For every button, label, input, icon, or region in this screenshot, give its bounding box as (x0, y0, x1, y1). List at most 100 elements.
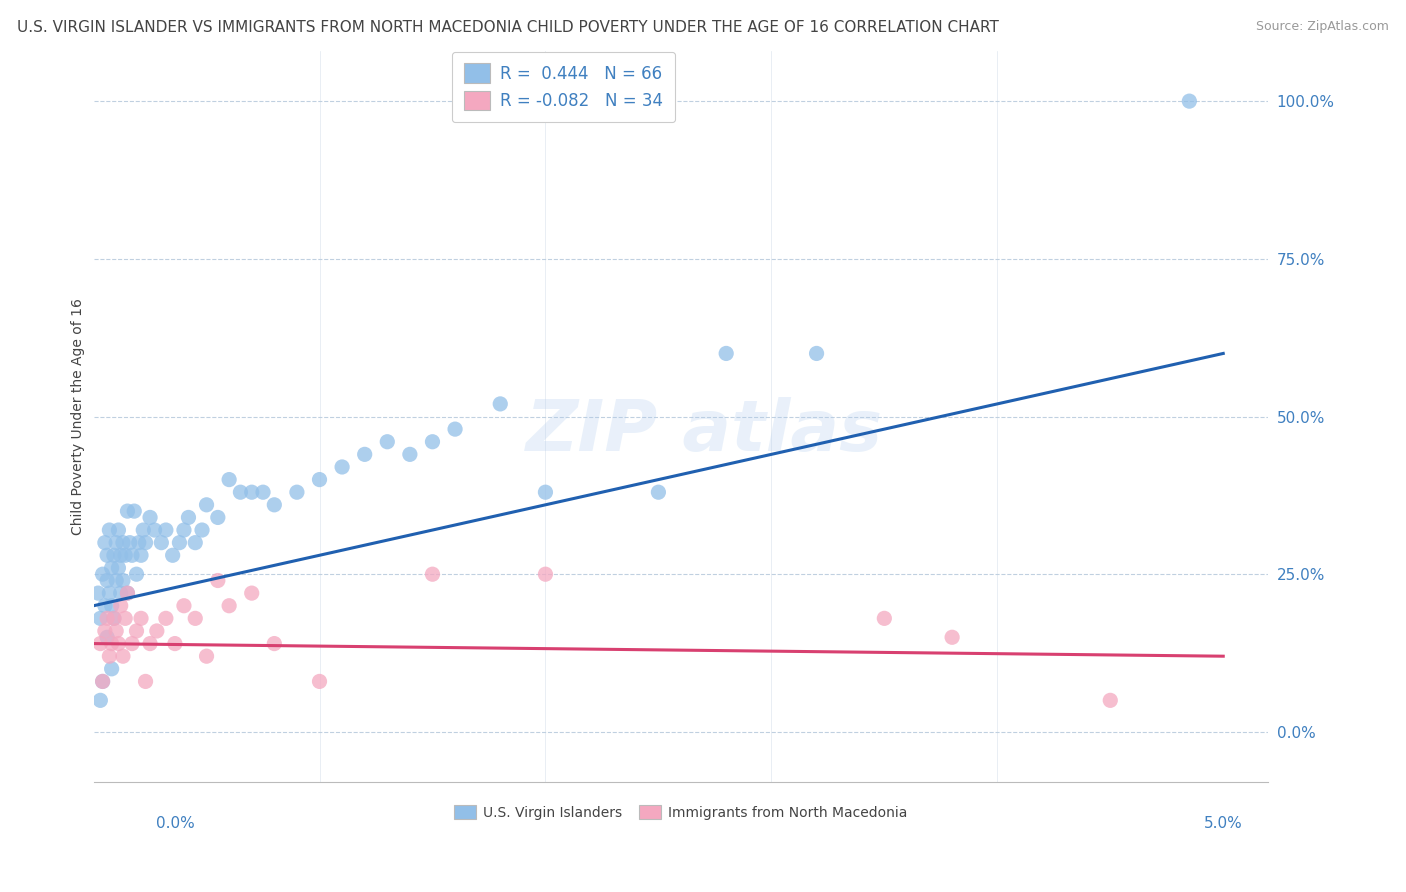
Point (240, 586, 263, 600)
Point (103, 611, 125, 625)
Point (173, 523, 195, 537)
Point (121, 549, 143, 563)
Point (195, 649, 218, 664)
Point (444, 422, 467, 436)
Text: Source: ZipAtlas.com: Source: ZipAtlas.com (1256, 20, 1389, 33)
Point (806, 346, 828, 360)
Point (96, 574, 118, 588)
Point (132, 523, 155, 537)
Point (100, 599, 122, 613)
Y-axis label: Child Poverty Under the Age of 16: Child Poverty Under the Age of 16 (72, 298, 86, 535)
Point (1099, 693, 1122, 707)
Point (177, 510, 200, 524)
Point (89, 637, 111, 651)
Point (135, 535, 157, 549)
Point (143, 523, 166, 537)
Point (107, 523, 129, 537)
Point (111, 535, 134, 549)
Point (128, 535, 150, 549)
Point (252, 485, 274, 500)
Point (1178, 94, 1201, 108)
Point (100, 637, 122, 651)
Point (184, 535, 207, 549)
Point (129, 549, 152, 563)
Point (111, 574, 134, 588)
Point (105, 624, 128, 638)
Point (169, 535, 191, 549)
Point (107, 561, 129, 575)
Point (135, 674, 157, 689)
Point (873, 611, 896, 625)
Point (155, 611, 177, 625)
Point (94, 624, 117, 638)
Point (941, 630, 963, 644)
Point (122, 504, 145, 518)
Point (117, 586, 139, 600)
Point (195, 498, 218, 512)
Point (114, 549, 136, 563)
Point (129, 611, 152, 625)
Point (98, 649, 121, 664)
Point (91, 567, 114, 582)
Point (111, 649, 134, 664)
Point (139, 510, 162, 524)
Point (375, 434, 398, 449)
Text: 0.0%: 0.0% (156, 816, 195, 831)
Point (150, 535, 173, 549)
Point (308, 473, 330, 487)
Point (100, 662, 122, 676)
Point (114, 611, 136, 625)
Point (191, 523, 214, 537)
Point (399, 447, 422, 461)
Point (207, 510, 229, 524)
Point (110, 599, 132, 613)
Point (308, 674, 330, 689)
Point (139, 637, 162, 651)
Point (110, 549, 132, 563)
Point (117, 586, 139, 600)
Point (422, 434, 444, 449)
Point (184, 611, 207, 625)
Point (647, 485, 669, 500)
Point (218, 473, 240, 487)
Point (125, 624, 148, 638)
Point (94, 535, 117, 549)
Point (240, 485, 263, 500)
Point (218, 599, 240, 613)
Point (422, 567, 444, 582)
Point (96, 549, 118, 563)
Point (285, 485, 308, 500)
Text: ZIP atlas: ZIP atlas (526, 397, 883, 466)
Point (103, 611, 125, 625)
Point (163, 637, 186, 651)
Point (94, 599, 117, 613)
Point (263, 637, 285, 651)
Text: U.S. VIRGIN ISLANDER VS IMMIGRANTS FROM NORTH MACEDONIA CHILD POVERTY UNDER THE : U.S. VIRGIN ISLANDER VS IMMIGRANTS FROM … (17, 20, 998, 35)
Point (89, 611, 111, 625)
Point (173, 599, 195, 613)
Point (489, 397, 512, 411)
Point (162, 549, 184, 563)
Point (121, 637, 143, 651)
Point (353, 447, 375, 461)
Point (155, 523, 177, 537)
Point (96, 630, 118, 644)
Point (118, 535, 141, 549)
Point (107, 637, 129, 651)
Legend: U.S. Virgin Islanders, Immigrants from North Macedonia: U.S. Virgin Islanders, Immigrants from N… (447, 798, 915, 827)
Point (103, 549, 125, 563)
Point (105, 535, 128, 549)
Point (98, 586, 121, 600)
Point (110, 586, 132, 600)
Point (105, 574, 128, 588)
Point (714, 346, 737, 360)
Point (534, 485, 557, 500)
Point (100, 561, 122, 575)
Point (207, 574, 229, 588)
Point (91, 674, 114, 689)
Point (98, 523, 121, 537)
Point (146, 624, 169, 638)
Point (229, 485, 252, 500)
Point (330, 460, 353, 475)
Point (87, 586, 110, 600)
